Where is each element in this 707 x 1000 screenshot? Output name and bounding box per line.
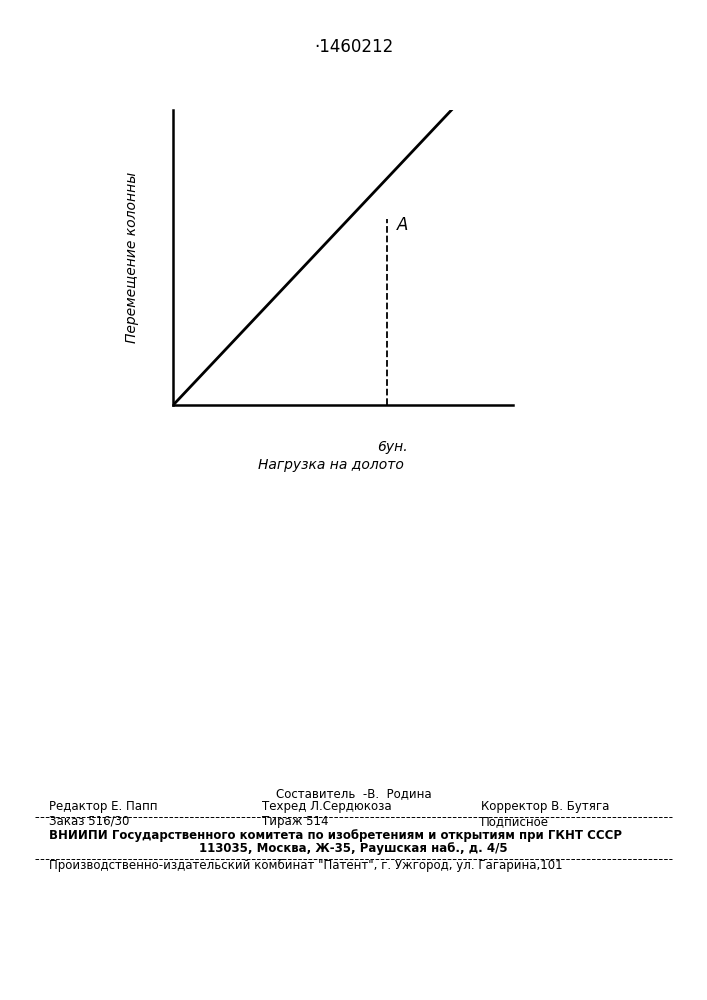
- Text: 113035, Москва, Ж-35, Раушская наб., д. 4/5: 113035, Москва, Ж-35, Раушская наб., д. …: [199, 842, 508, 855]
- Text: 6ун.: 6ун.: [377, 440, 407, 454]
- Text: Перемещение колонны: Перемещение колонны: [125, 172, 139, 343]
- Text: Подписное: Подписное: [481, 815, 549, 828]
- Text: Производственно-издательский комбинат "Патент", г. Ужгород, ул. Гагарина,101: Производственно-издательский комбинат "П…: [49, 859, 563, 872]
- Text: ·1460212: ·1460212: [314, 38, 393, 56]
- Text: A: A: [397, 216, 409, 234]
- Text: Нагрузка на долото: Нагрузка на долото: [258, 458, 404, 472]
- Text: Составитель  -В.  Родина: Составитель -В. Родина: [276, 787, 431, 800]
- Text: Редактор Е. Папп: Редактор Е. Папп: [49, 800, 158, 813]
- Text: Корректор В. Бутяга: Корректор В. Бутяга: [481, 800, 609, 813]
- Text: Техред Л.Сердюкоза: Техред Л.Сердюкоза: [262, 800, 391, 813]
- Text: ВНИИПИ Государственного комитета по изобретениям и открытиям при ГКНТ СССР: ВНИИПИ Государственного комитета по изоб…: [49, 829, 622, 842]
- Text: Заказ 516/30: Заказ 516/30: [49, 815, 130, 828]
- Text: Тираж 514: Тираж 514: [262, 815, 328, 828]
